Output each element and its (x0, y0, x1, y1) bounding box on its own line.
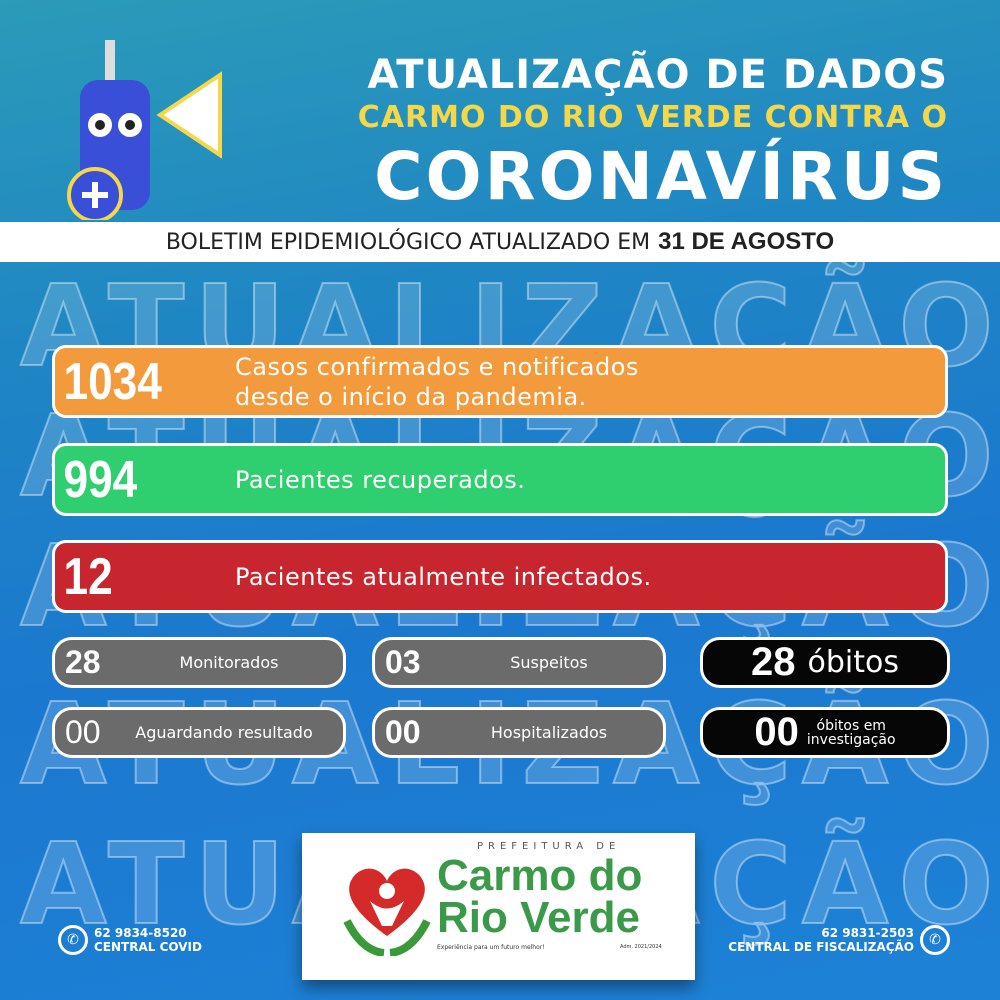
hospitalized-value: 00 (385, 714, 421, 750)
monitored-pill: 28 Monitorados (52, 637, 346, 688)
awaiting-pill: 00 Aguardando resultado (52, 707, 346, 758)
vaccine-mascot-icon (67, 40, 222, 220)
awaiting-label: Aguardando resultado (135, 723, 313, 742)
contact-covid: ✆ 62 9834-8520 CENTRAL COVID (58, 925, 202, 955)
hospitalized-label: Hospitalizados (490, 723, 608, 742)
logo-prefix: PREFEITURA DE (477, 841, 621, 852)
bulletin-text: BOLETIM EPIDEMIOLÓGICO ATUALIZADO EM (165, 229, 651, 255)
contact-label: CENTRAL COVID (94, 940, 202, 954)
bulletin-band: BOLETIM EPIDEMIOLÓGICO ATUALIZADO EM 31 … (0, 222, 1000, 262)
deaths-investigation-pill: 00 óbitos em investigação (700, 707, 950, 758)
confirmed-value: 1034 (63, 352, 162, 411)
contact-phone: 62 9831-2503 (821, 926, 914, 940)
title-line2: CARMO DO RIO VERDE CONTRA O (357, 100, 948, 135)
deaths-value: 28 (751, 640, 796, 684)
deaths-investigation-label: óbitos em (816, 717, 886, 734)
infected-value: 12 (63, 547, 113, 606)
suspects-label: Suspeitos (510, 653, 588, 672)
suspects-pill: 03 Suspeitos (372, 637, 666, 688)
infected-label: Pacientes atualmente infectados. (235, 562, 652, 591)
logo-name-1: Carmo do (437, 851, 643, 900)
logo-slogan: Experiência para um futuro melhor! (437, 944, 545, 951)
infected-bar: 12 Pacientes atualmente infectados. (52, 540, 948, 613)
deaths-investigation-value: 00 (754, 710, 799, 754)
confirmed-label: Casos confirmados e notificados (235, 352, 639, 381)
deaths-label: óbitos (807, 645, 899, 680)
hospitalized-pill: 00 Hospitalizados (372, 707, 666, 758)
confirmed-label-2: desde o início da pandemia. (235, 382, 587, 411)
bulletin-date: 31 DE AGOSTO (658, 228, 835, 255)
recovered-label: Pacientes recuperados. (235, 465, 526, 494)
city-logo: PREFEITURA DE Carmo do Rio Verde Experiê… (302, 833, 695, 980)
deaths-investigation-label-2: investigação (806, 731, 896, 748)
awaiting-value: 00 (65, 714, 101, 750)
contact-fiscalizacao: 62 9831-2503 CENTRAL DE FISCALIZAÇÃO ✆ (728, 925, 950, 955)
logo-name-2: Rio Verde (437, 893, 640, 942)
confirmed-cases-bar: 1034 Casos confirmados e notificados desd… (52, 345, 948, 418)
suspects-value: 03 (385, 644, 421, 680)
logo-term: Adm. 2021/2024 (620, 944, 662, 950)
deaths-pill: 28 óbitos (700, 637, 950, 688)
monitored-label: Monitorados (179, 653, 279, 672)
heart-hands-icon (343, 868, 431, 956)
contact-phone: 62 9834-8520 (94, 926, 187, 940)
recovered-bar: 994 Pacientes recuperados. (52, 443, 948, 516)
monitored-value: 28 (65, 644, 101, 680)
recovered-value: 994 (63, 450, 138, 509)
whatsapp-icon: ✆ (58, 925, 88, 955)
whatsapp-icon: ✆ (920, 925, 950, 955)
contact-label: CENTRAL DE FISCALIZAÇÃO (728, 940, 914, 954)
title-line3: CORONAVÍRUS (374, 138, 948, 215)
title-line1: ATUALIZAÇÃO DE DADOS (367, 52, 948, 98)
